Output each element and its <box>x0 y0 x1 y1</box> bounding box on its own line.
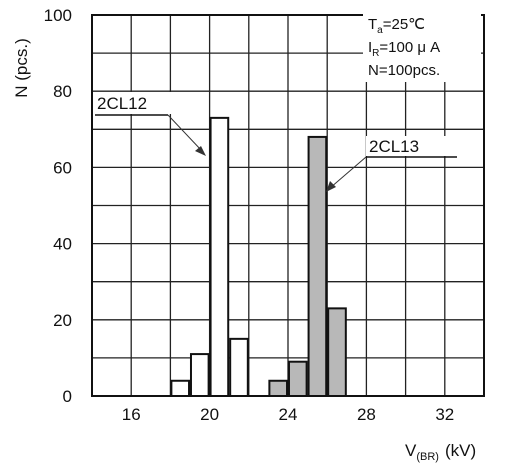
x-tick-labels: 16 20 24 28 32 <box>122 405 455 424</box>
x-tick-label: 28 <box>357 405 376 424</box>
x-axis-label-sub: (BR) <box>416 451 439 463</box>
x-tick-label: 16 <box>122 405 141 424</box>
annotation-2cl13: 2CL13 <box>326 136 457 192</box>
condition-count: N=100pcs. <box>368 62 440 79</box>
bar-2cl12 <box>189 353 210 397</box>
x-axis-label-unit: (kV) <box>445 441 476 460</box>
series-label-2cl13: 2CL13 <box>369 137 419 156</box>
annotation-2cl12: 2CL12 <box>95 92 206 156</box>
bars <box>170 116 347 398</box>
series-label-2cl12: 2CL12 <box>97 94 147 113</box>
conditions-box-bg <box>363 14 481 82</box>
y-tick-label: 40 <box>53 235 72 254</box>
x-axis-label: V(BR) (kV) <box>405 441 476 463</box>
y-axis-label: N (pcs.) <box>12 38 31 98</box>
plot-frame <box>91 14 485 397</box>
bar-2cl13 <box>307 135 328 397</box>
x-tick-label: 20 <box>200 405 219 424</box>
x-tick-label: 24 <box>279 405 298 424</box>
condition-current: IR=100 μ A <box>368 39 440 59</box>
arrowhead-2cl13 <box>326 181 336 192</box>
y-tick-label: 0 <box>63 387 72 406</box>
x-tick-label: 32 <box>435 405 454 424</box>
bar-2cl12 <box>229 337 249 398</box>
bar-2cl13 <box>327 307 347 397</box>
leader-2cl12 <box>167 114 203 152</box>
leader-2cl13 <box>329 156 367 189</box>
x-axis-label-main: V <box>405 441 417 460</box>
bar-2cl13 <box>287 360 308 397</box>
y-tick-label: 100 <box>44 6 72 25</box>
y-tick-label: 20 <box>53 311 72 330</box>
y-tick-labels: 0 20 40 60 80 100 <box>44 6 72 406</box>
bar-2cl12 <box>209 116 230 398</box>
arrowhead-2cl12 <box>195 146 206 156</box>
y-tick-label: 60 <box>53 158 72 177</box>
bar-2cl13 <box>268 379 289 398</box>
conditions-box: Ta=25℃ IR=100 μ A N=100pcs. <box>363 14 481 82</box>
label-bg-2cl12 <box>95 92 177 114</box>
condition-temperature: Ta=25℃ <box>368 16 425 36</box>
bar-2cl12 <box>170 379 191 398</box>
y-tick-label: 80 <box>53 82 72 101</box>
label-bg-2cl13 <box>366 136 452 156</box>
